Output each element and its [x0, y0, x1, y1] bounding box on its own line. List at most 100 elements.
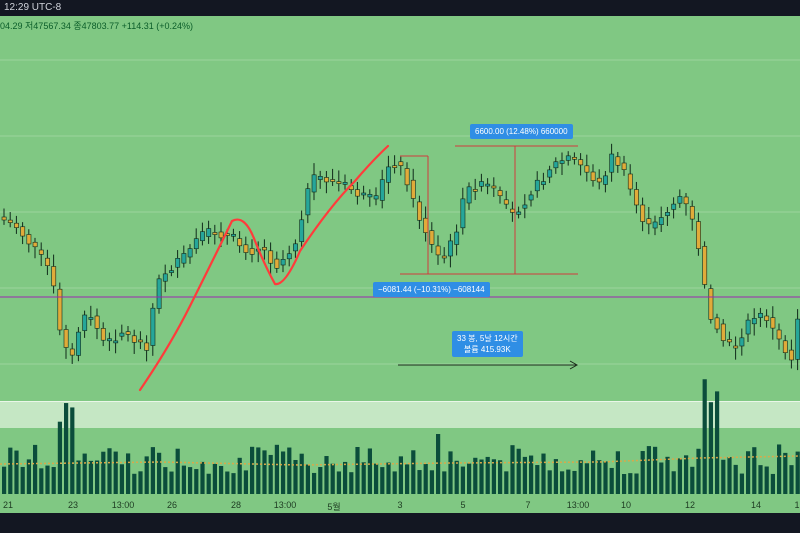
volume-bar	[622, 473, 627, 494]
range-arrow-head	[569, 360, 579, 370]
candlestick-chart[interactable]	[0, 16, 800, 513]
volume-bar	[132, 473, 137, 494]
x-axis-label: 13:00	[566, 500, 590, 510]
candle-body	[200, 231, 205, 242]
volume-bar	[758, 465, 763, 494]
candle-body	[342, 182, 348, 185]
x-axis-label: 21	[2, 500, 14, 510]
volume-bar	[522, 456, 527, 494]
candle-body	[572, 157, 577, 160]
candle-body	[249, 248, 255, 255]
volume-bar	[460, 466, 465, 494]
candle-body	[565, 155, 571, 161]
chart-area[interactable]: 6600.00 (12.48%) 660000 −6081.44 (−10.31…	[0, 16, 800, 513]
candle-body	[181, 253, 187, 264]
volume-bar	[789, 465, 794, 494]
candle-body	[38, 249, 44, 255]
candle-body	[621, 162, 627, 170]
candle-body	[131, 335, 137, 343]
volume-bar	[405, 464, 410, 494]
candle-body	[169, 270, 174, 273]
volume-bar	[336, 471, 341, 494]
time-label: 12:29 UTC-8	[4, 2, 62, 13]
volume-bar	[76, 460, 81, 494]
candle-body	[789, 349, 794, 361]
volume-bar	[677, 458, 682, 494]
volume-bar	[64, 403, 69, 494]
volume-bar	[95, 460, 100, 494]
candle-body	[534, 179, 540, 192]
volume-bar	[287, 447, 292, 494]
volume-bar	[324, 456, 329, 494]
volume-bar	[535, 465, 540, 494]
volume-bar	[721, 459, 726, 494]
volume-bar	[88, 460, 93, 494]
candle-body	[1, 216, 7, 221]
candle-body	[373, 195, 379, 200]
volume-bar	[20, 466, 25, 494]
candle-body	[63, 329, 69, 348]
candle-body	[739, 337, 745, 347]
candle-body	[770, 317, 776, 329]
volume-bar	[361, 462, 366, 494]
volume-bar	[491, 459, 496, 494]
volume-bar	[498, 460, 503, 494]
volume-bar	[386, 462, 391, 494]
volume-bar	[262, 450, 267, 494]
candle-body	[559, 160, 565, 164]
volume-bar	[157, 452, 162, 494]
candle-body	[119, 332, 125, 337]
x-axis-label: 5월	[327, 502, 341, 512]
volume-bar	[423, 463, 428, 494]
volume-bar	[330, 463, 335, 494]
volume-bar	[113, 451, 118, 494]
top-status-bar: 12:29 UTC-8	[0, 0, 800, 16]
volume-bar	[566, 469, 571, 494]
candle-body	[113, 340, 119, 344]
volume-bar	[51, 467, 56, 494]
volume-moving-average	[0, 455, 800, 466]
candle-body	[522, 204, 528, 209]
candle-body	[466, 186, 472, 204]
volume-bar	[640, 451, 645, 494]
volume-bar	[603, 461, 608, 494]
volume-bar	[770, 473, 775, 494]
candle-body	[528, 194, 534, 201]
candle-body	[584, 165, 590, 173]
volume-bar	[39, 468, 44, 494]
volume-bar	[398, 456, 403, 494]
volume-bar	[281, 451, 286, 494]
candle-body	[379, 179, 385, 201]
volume-bar	[119, 464, 124, 494]
candle-body	[677, 196, 683, 204]
volume-bar	[8, 447, 13, 494]
volume-bar	[653, 446, 658, 494]
candle-body	[714, 317, 720, 330]
candle-body	[435, 245, 441, 256]
volume-bar	[181, 465, 186, 494]
volume-bar	[473, 457, 478, 494]
candle-body	[578, 159, 584, 166]
volume-band	[0, 401, 800, 428]
volume-bar	[448, 451, 453, 494]
candle-body	[417, 201, 422, 221]
volume-bar	[188, 467, 193, 494]
candle-body	[7, 219, 13, 223]
candle-body	[640, 204, 646, 222]
candle-body	[491, 185, 497, 189]
candle-body	[212, 232, 218, 235]
x-axis-label: 7	[525, 500, 531, 510]
candle-body	[162, 273, 168, 282]
candle-body	[14, 222, 19, 228]
volume-bar	[163, 467, 168, 494]
volume-bar	[305, 464, 310, 494]
volume-bar	[274, 444, 279, 494]
candle-body	[45, 257, 50, 266]
price-measure-label: 6600.00 (12.48%) 660000	[470, 124, 573, 139]
volume-bar	[126, 453, 131, 494]
candle-body	[243, 244, 249, 253]
volume-bar	[2, 466, 7, 494]
candle-body	[776, 329, 782, 340]
volume-bar	[231, 473, 236, 494]
volume-bar	[578, 460, 583, 494]
